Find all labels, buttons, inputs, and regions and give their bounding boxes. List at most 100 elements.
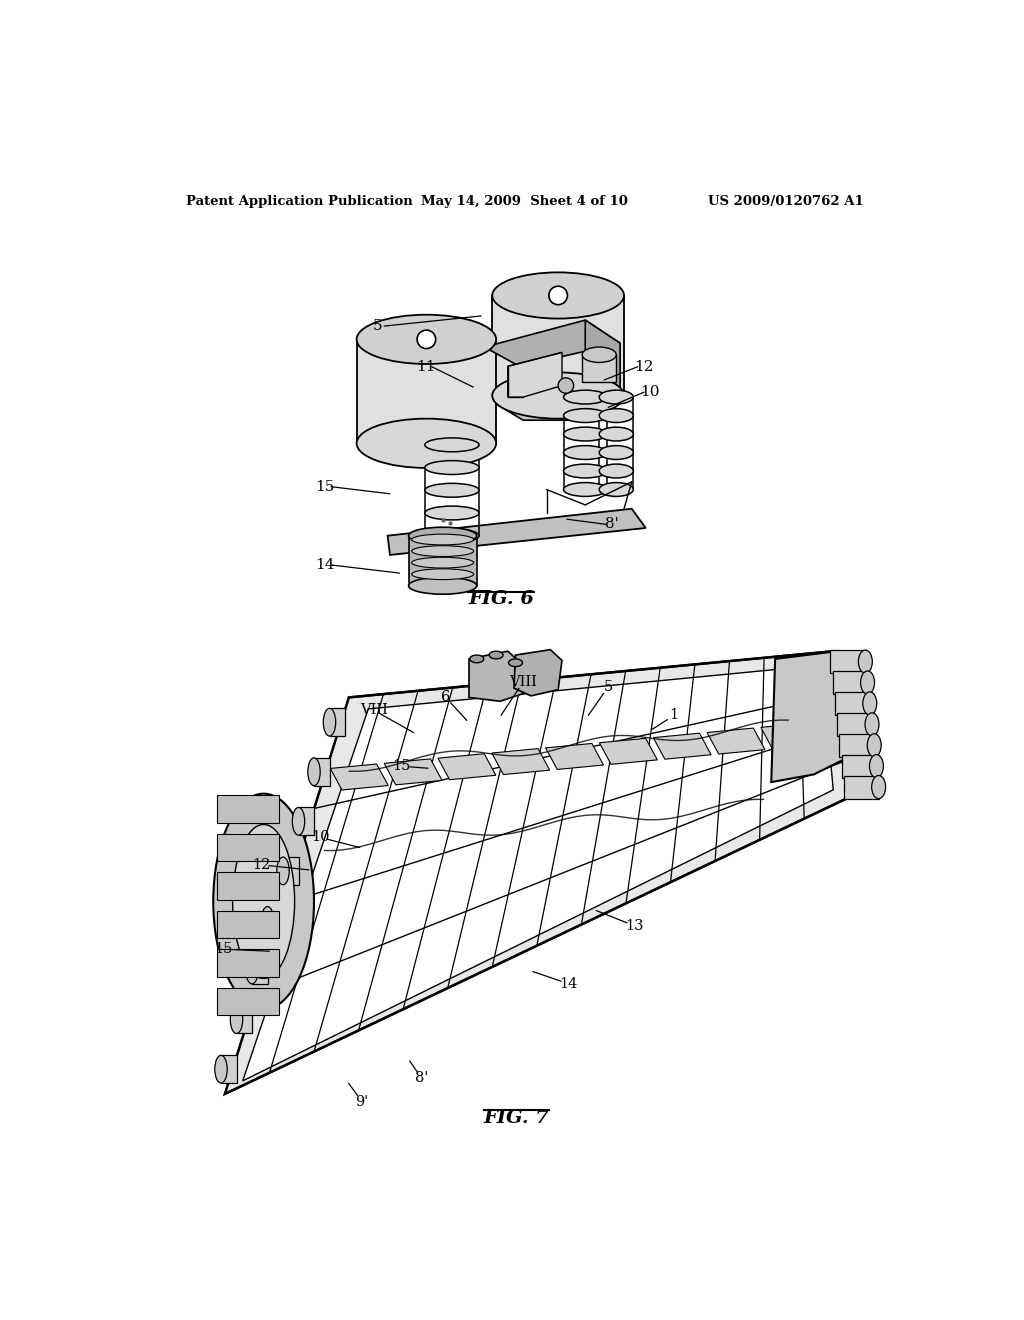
Ellipse shape xyxy=(599,391,633,404)
Text: VIII: VIII xyxy=(360,704,388,717)
Text: FIG. 7: FIG. 7 xyxy=(484,1109,550,1127)
Polygon shape xyxy=(514,649,562,696)
Ellipse shape xyxy=(292,808,305,836)
Polygon shape xyxy=(761,723,819,748)
Ellipse shape xyxy=(869,755,884,777)
Ellipse shape xyxy=(412,545,474,557)
Text: VIII: VIII xyxy=(509,675,538,689)
Polygon shape xyxy=(508,352,562,397)
Text: 9': 9' xyxy=(355,1094,369,1109)
Polygon shape xyxy=(409,536,477,586)
Polygon shape xyxy=(252,956,267,983)
Text: US 2009/0120762 A1: US 2009/0120762 A1 xyxy=(709,194,864,207)
Ellipse shape xyxy=(412,535,474,545)
Text: Patent Application Publication: Patent Application Publication xyxy=(186,194,413,207)
Polygon shape xyxy=(484,321,621,420)
Ellipse shape xyxy=(276,857,289,884)
Text: 10: 10 xyxy=(640,385,659,399)
Polygon shape xyxy=(438,754,496,780)
Ellipse shape xyxy=(863,692,877,715)
Text: 15: 15 xyxy=(315,479,335,494)
Text: 10: 10 xyxy=(311,830,330,845)
Ellipse shape xyxy=(470,655,483,663)
Ellipse shape xyxy=(489,651,503,659)
Text: 13: 13 xyxy=(625,919,643,933)
Polygon shape xyxy=(707,729,765,754)
Polygon shape xyxy=(586,321,621,397)
Polygon shape xyxy=(217,949,280,977)
Text: 8': 8' xyxy=(605,517,618,532)
Text: 8': 8' xyxy=(415,1072,428,1085)
Ellipse shape xyxy=(871,776,886,799)
Polygon shape xyxy=(330,709,345,737)
Ellipse shape xyxy=(509,659,522,667)
Ellipse shape xyxy=(409,527,477,544)
Polygon shape xyxy=(653,733,711,759)
Ellipse shape xyxy=(867,734,882,756)
Polygon shape xyxy=(771,651,853,781)
Text: 6: 6 xyxy=(440,690,451,704)
Ellipse shape xyxy=(860,671,874,694)
Text: 15: 15 xyxy=(392,759,411,774)
Text: 14: 14 xyxy=(559,977,578,991)
Polygon shape xyxy=(299,808,314,836)
Polygon shape xyxy=(838,713,872,737)
Polygon shape xyxy=(217,873,280,900)
Ellipse shape xyxy=(425,483,479,498)
Polygon shape xyxy=(331,764,388,789)
Polygon shape xyxy=(388,508,646,554)
Ellipse shape xyxy=(583,347,616,363)
Polygon shape xyxy=(217,911,280,939)
Circle shape xyxy=(417,330,435,348)
Text: 15: 15 xyxy=(214,942,232,956)
Polygon shape xyxy=(583,355,616,381)
Ellipse shape xyxy=(563,391,607,404)
Ellipse shape xyxy=(324,709,336,737)
Polygon shape xyxy=(492,748,550,775)
Text: 14: 14 xyxy=(315,558,335,572)
Polygon shape xyxy=(546,743,603,770)
Ellipse shape xyxy=(425,438,479,451)
Polygon shape xyxy=(842,755,877,777)
Polygon shape xyxy=(840,734,874,756)
Ellipse shape xyxy=(425,506,479,520)
Polygon shape xyxy=(225,651,849,1094)
Polygon shape xyxy=(221,1055,237,1082)
Polygon shape xyxy=(835,692,869,715)
Ellipse shape xyxy=(858,651,872,673)
Polygon shape xyxy=(469,651,523,701)
Ellipse shape xyxy=(232,825,295,978)
Ellipse shape xyxy=(563,428,607,441)
Polygon shape xyxy=(356,339,496,444)
Ellipse shape xyxy=(356,314,496,364)
Text: FIG. 6: FIG. 6 xyxy=(468,590,534,609)
Ellipse shape xyxy=(563,465,607,478)
Ellipse shape xyxy=(599,446,633,459)
Polygon shape xyxy=(599,738,657,764)
Ellipse shape xyxy=(563,446,607,459)
Polygon shape xyxy=(267,907,283,935)
Text: 1: 1 xyxy=(670,709,679,722)
Polygon shape xyxy=(243,665,834,1081)
Polygon shape xyxy=(217,987,280,1015)
Polygon shape xyxy=(283,857,299,884)
Ellipse shape xyxy=(599,409,633,422)
Ellipse shape xyxy=(599,483,633,496)
Polygon shape xyxy=(217,795,280,822)
Ellipse shape xyxy=(215,1055,227,1082)
Circle shape xyxy=(549,286,567,305)
Ellipse shape xyxy=(261,907,273,935)
Ellipse shape xyxy=(308,758,321,785)
Ellipse shape xyxy=(599,428,633,441)
Text: 11: 11 xyxy=(416,360,435,374)
Text: 5: 5 xyxy=(603,680,612,694)
Text: 5: 5 xyxy=(373,319,383,333)
Polygon shape xyxy=(493,296,624,396)
Polygon shape xyxy=(844,776,879,799)
Polygon shape xyxy=(833,671,867,694)
Ellipse shape xyxy=(563,409,607,422)
Text: 12: 12 xyxy=(634,360,653,374)
Ellipse shape xyxy=(412,569,474,579)
Polygon shape xyxy=(384,759,442,785)
Polygon shape xyxy=(830,651,865,673)
